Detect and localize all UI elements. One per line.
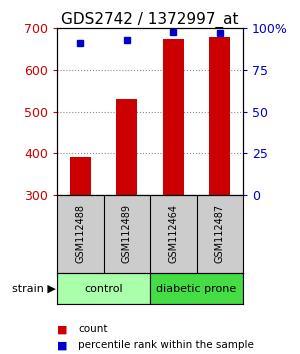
Text: GSM112487: GSM112487 [215,204,225,263]
Text: ■: ■ [57,340,68,350]
Text: GSM112464: GSM112464 [168,204,178,263]
Title: GDS2742 / 1372997_at: GDS2742 / 1372997_at [61,12,239,28]
Text: GSM112489: GSM112489 [122,204,132,263]
Bar [209,37,230,195]
Text: ■: ■ [57,324,68,334]
Text: GSM112488: GSM112488 [75,204,85,263]
Bar [163,39,184,195]
Text: percentile rank within the sample: percentile rank within the sample [78,340,254,350]
Text: control: control [84,284,123,293]
Bar [150,273,243,304]
Bar [70,157,91,195]
Text: strain ▶: strain ▶ [12,284,56,293]
Bar [116,99,137,195]
Bar [57,273,150,304]
Text: diabetic prone: diabetic prone [156,284,237,293]
Text: count: count [78,324,107,334]
